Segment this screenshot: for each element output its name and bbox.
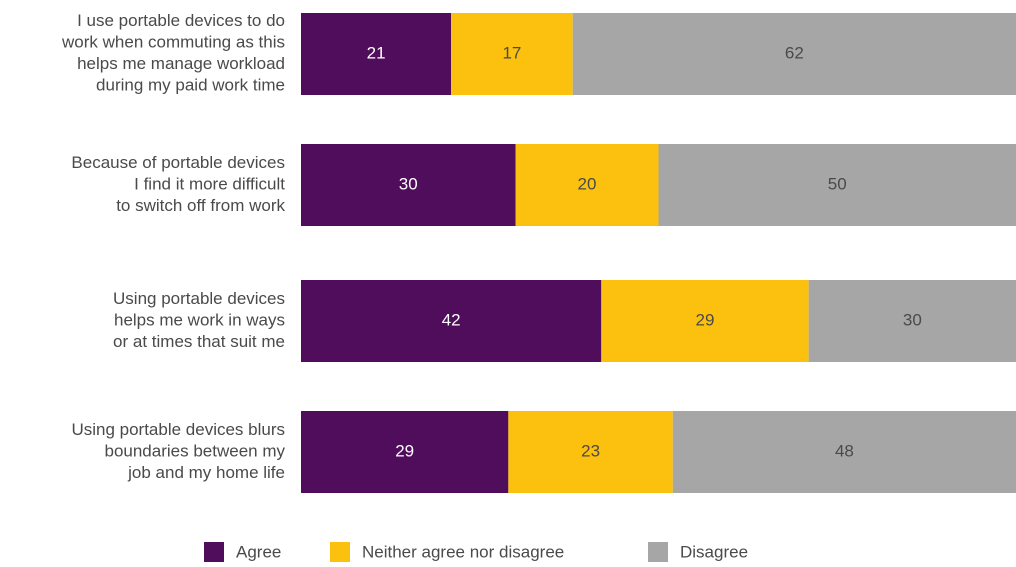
legend-label: Neither agree nor disagree xyxy=(362,542,564,561)
bar-segment-neither-agree-nor-disagree xyxy=(508,411,673,493)
category-label-line: work when commuting as this xyxy=(61,33,285,52)
bar-segment-agree xyxy=(301,13,452,95)
category-label-line: helps me work in ways xyxy=(114,310,285,329)
bar-segment-disagree xyxy=(572,13,1016,95)
data-label: 42 xyxy=(442,310,461,329)
data-label: 23 xyxy=(581,441,600,460)
category-label-line: Because of portable devices xyxy=(71,153,285,172)
bar-segment-neither-agree-nor-disagree xyxy=(451,13,573,95)
category-label-line: Using portable devices blurs xyxy=(71,420,285,439)
bar-segment-agree xyxy=(301,280,602,362)
data-label: 29 xyxy=(395,441,414,460)
data-label: 21 xyxy=(367,43,386,62)
category-label-line: or at times that suit me xyxy=(113,332,285,351)
category-label: I use portable devices to do work when co… xyxy=(61,11,285,95)
data-label: 50 xyxy=(828,174,847,193)
bar-segment-neither-agree-nor-disagree xyxy=(515,144,659,226)
legend-item: Disagree xyxy=(648,542,748,562)
legend-item: Agree xyxy=(204,542,281,562)
data-label: 30 xyxy=(399,174,418,193)
legend-item: Neither agree nor disagree xyxy=(330,542,564,562)
bar-segment-agree xyxy=(301,144,516,226)
legend-swatch xyxy=(330,542,350,562)
data-label: 17 xyxy=(502,43,521,62)
category-label-line: I find it more difficult xyxy=(134,174,285,193)
category-label-line: boundaries between my xyxy=(104,441,285,460)
category-label: Because of portable devices I find it mor… xyxy=(71,153,285,215)
bar-segment-disagree xyxy=(658,144,1016,226)
category-label-line: to switch off from work xyxy=(116,196,285,215)
category-label-line: Using portable devices xyxy=(113,289,285,308)
category-label: Using portable devices blurs boundaries b… xyxy=(71,420,285,482)
bar-segment-neither-agree-nor-disagree xyxy=(601,280,809,362)
data-label: 48 xyxy=(835,441,854,460)
data-label: 20 xyxy=(578,174,597,193)
data-label: 29 xyxy=(696,310,715,329)
legend-swatch xyxy=(648,542,668,562)
legend-label: Agree xyxy=(236,542,281,561)
category-label: Using portable devices helps me work in w… xyxy=(113,289,285,351)
data-label: 62 xyxy=(785,43,804,62)
category-label-line: I use portable devices to do xyxy=(77,11,285,30)
bar-segment-agree xyxy=(301,411,509,493)
bar-segment-disagree xyxy=(808,280,1016,362)
bar-segment-disagree xyxy=(672,411,1016,493)
data-label: 30 xyxy=(903,310,922,329)
category-label-line: during my paid work time xyxy=(96,76,285,95)
legend-swatch xyxy=(204,542,224,562)
legend-label: Disagree xyxy=(680,542,748,561)
category-label-line: helps me manage workload xyxy=(77,54,285,73)
category-label-line: job and my home life xyxy=(127,463,285,482)
